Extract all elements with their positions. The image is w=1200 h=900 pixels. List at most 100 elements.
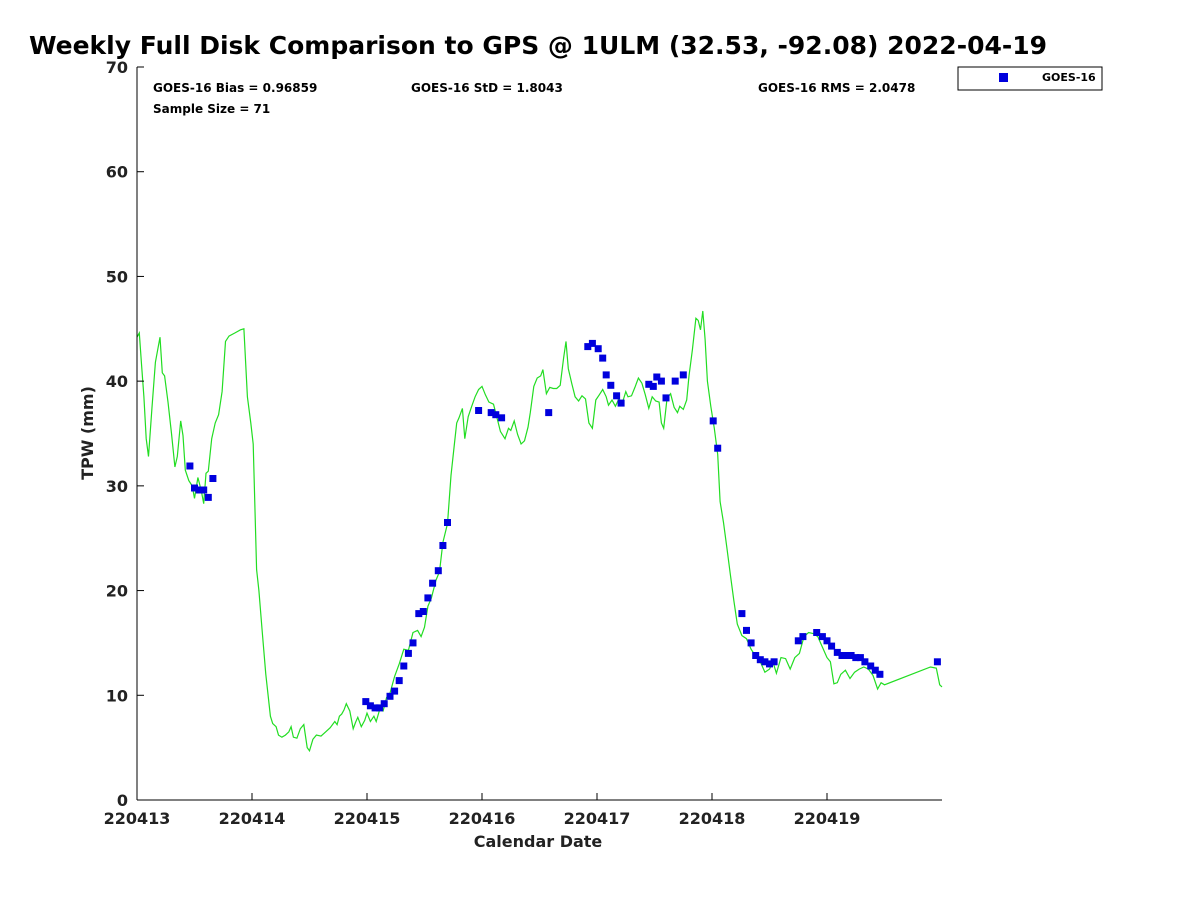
goes16-point xyxy=(599,354,607,362)
x-axis-label: Calendar Date xyxy=(474,832,603,851)
y-tick-label: 70 xyxy=(106,58,128,77)
goes16-point xyxy=(444,519,451,526)
goes16-point xyxy=(738,610,746,618)
goes16-point xyxy=(404,649,412,657)
goes16-point xyxy=(823,637,831,645)
goes16-point xyxy=(588,339,596,347)
x-tick-label: 220414 xyxy=(219,809,286,828)
goes16-point xyxy=(766,660,773,668)
goes16-point xyxy=(871,666,879,674)
goes16-point xyxy=(424,594,432,602)
y-tick-label: 10 xyxy=(106,686,128,705)
goes16-point xyxy=(828,642,836,650)
y-tick-label: 50 xyxy=(106,267,128,286)
goes16-point xyxy=(813,629,821,636)
goes16-point xyxy=(743,626,750,634)
goes16-point xyxy=(475,407,483,414)
x-tick-label: 220413 xyxy=(104,809,171,828)
goes16-point xyxy=(761,658,769,666)
ticks-layer: 0 10 20 30 40 50 60 70 220413 220414 220415 220416 2… xyxy=(104,58,861,828)
x-tick-label: 220418 xyxy=(679,809,746,828)
goes16-point xyxy=(645,380,653,388)
x-tick-label: 220416 xyxy=(449,809,516,828)
chart-title: Weekly Full Disk Comparison to GPS @ 1UL… xyxy=(29,31,1047,60)
y-tick-label: 0 xyxy=(117,791,128,810)
goes16-point xyxy=(653,373,661,381)
legend-box xyxy=(957,66,1103,91)
goes16-point xyxy=(209,475,217,482)
goes16-point xyxy=(852,654,860,662)
goes16-point xyxy=(584,343,592,351)
goes16-point xyxy=(419,608,427,615)
goes16-point xyxy=(607,381,615,389)
axes-layer xyxy=(136,67,942,801)
goes16-point xyxy=(799,633,807,641)
goes16-point xyxy=(376,704,384,712)
rms-stat: GOES-16 RMS = 2.0478 xyxy=(758,81,915,95)
y-tick-label: 20 xyxy=(106,582,128,601)
goes16-point xyxy=(191,484,198,492)
goes16-point xyxy=(679,371,687,379)
goes16-point xyxy=(649,382,657,390)
goes16-point xyxy=(415,610,423,618)
goes16-point xyxy=(833,648,841,656)
std-stat: GOES-16 StD = 1.8043 xyxy=(411,81,563,95)
legend-label-goes16: GOES-16 xyxy=(1042,71,1096,84)
goes16-point xyxy=(613,392,621,400)
goes16-point xyxy=(366,702,374,710)
goes16-point xyxy=(867,662,875,670)
goes16-point xyxy=(545,409,553,417)
goes16-point xyxy=(434,567,442,575)
goes16-point xyxy=(195,486,203,494)
goes16-point xyxy=(602,371,610,379)
y-tick-label: 40 xyxy=(106,372,128,391)
goes16-point xyxy=(747,639,755,647)
goes16-point xyxy=(380,700,388,708)
goes16-point xyxy=(487,409,495,417)
goes16-point xyxy=(818,633,826,641)
goes16-point xyxy=(409,639,417,647)
goes16-point xyxy=(200,486,208,494)
goes16-point xyxy=(362,698,370,706)
goes16-point xyxy=(671,377,679,385)
goes16-point xyxy=(400,662,408,670)
goes16-point xyxy=(617,399,625,407)
goes16-point xyxy=(371,704,379,712)
goes16-point xyxy=(429,579,437,587)
goes16-point xyxy=(756,656,764,664)
goes16-point xyxy=(876,670,884,678)
goes16-point xyxy=(714,444,722,452)
bias-stat: GOES-16 Bias = 0.96859 xyxy=(153,81,317,95)
series-layer xyxy=(136,310,943,753)
goes16-point xyxy=(657,377,665,385)
goes16-point xyxy=(709,417,717,425)
goes16-point xyxy=(838,652,846,659)
y-tick-label: 30 xyxy=(106,477,128,496)
legend: GOES-16 xyxy=(957,66,1103,91)
goes16-point xyxy=(856,654,864,662)
sample-size-stat: Sample Size = 71 xyxy=(153,102,270,116)
plot-area xyxy=(137,67,942,800)
y-axis-label: TPW (mm) xyxy=(78,386,97,480)
goes16-point xyxy=(492,411,500,419)
goes16-point xyxy=(498,414,506,422)
goes16-point xyxy=(594,345,602,353)
goes16-point xyxy=(843,652,851,659)
goes16-point xyxy=(391,687,399,695)
goes16-point xyxy=(752,652,760,659)
goes16-point xyxy=(186,462,194,470)
x-tick-label: 220415 xyxy=(334,809,401,828)
x-tick-label: 220417 xyxy=(564,809,631,828)
goes16-point xyxy=(861,658,869,666)
goes16-point xyxy=(847,652,855,659)
goes16-point xyxy=(770,658,778,666)
goes16-point xyxy=(662,394,670,402)
goes16-point xyxy=(794,637,802,645)
gps-tpw-line xyxy=(136,310,943,753)
y-tick-label: 60 xyxy=(106,163,128,182)
goes16-point xyxy=(386,692,394,700)
legend-marker-goes16 xyxy=(999,73,1008,82)
goes16-point xyxy=(395,677,403,685)
goes16-point xyxy=(439,542,447,549)
goes16-point xyxy=(204,493,212,501)
